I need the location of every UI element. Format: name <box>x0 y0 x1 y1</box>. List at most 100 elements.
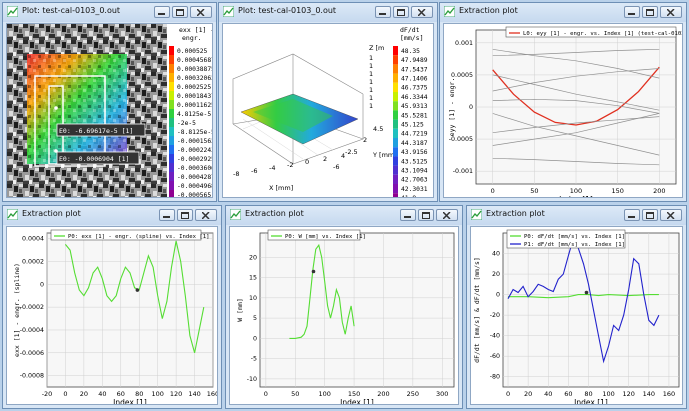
close-button[interactable] <box>195 209 217 221</box>
app-icon <box>230 209 241 220</box>
x-tick-label: 200 <box>377 390 389 398</box>
maximize-button[interactable] <box>393 6 409 18</box>
legend-label: L0: eyy [1] - engr. vs. Index [1] (test-… <box>523 31 683 37</box>
x-tick-label: 4 <box>341 152 345 160</box>
tag-e0-text: E0: -6.69617e-5 [1] <box>59 127 133 135</box>
x-tick-label: 20 <box>524 390 532 398</box>
app-icon <box>471 209 482 220</box>
x-tick-label: -2 <box>287 161 293 169</box>
maximize-button[interactable] <box>642 209 658 221</box>
colorbar-label: 41.9 <box>401 195 416 198</box>
plot-window-3d[interactable]: Plot: test-cal-0103_0.out <box>218 2 438 202</box>
series-line <box>492 68 660 92</box>
window-title: Extraction plot <box>22 209 81 218</box>
colorbar-label: 47.5437 <box>401 66 428 73</box>
title-bar[interactable]: Extraction plot <box>226 206 462 225</box>
x-tick-label: 0 <box>305 158 309 166</box>
minimize-button[interactable] <box>624 209 640 221</box>
legend-box <box>50 229 202 241</box>
y-tick-label: -80 <box>490 374 500 381</box>
x-tick-label: -20 <box>42 390 53 398</box>
plot-window-exx[interactable]: Plot: test-cal-0103_0.out <box>2 2 217 202</box>
legend-label: P0: dF/dt [mm/s] vs. Index [1] <box>524 234 625 240</box>
x-tick-label: 300 <box>436 390 448 398</box>
series-line <box>492 48 660 79</box>
colorbar-swatch <box>393 101 398 111</box>
tag-e1 <box>56 151 140 165</box>
colorbar-swatch <box>169 109 174 118</box>
colorbar: 0.000525 0.000456875 0.00038875 0.000320625… <box>169 46 213 197</box>
title-bar[interactable]: Extraction plot <box>440 3 686 22</box>
colorbar-label: 47.1406 <box>401 76 428 83</box>
close-button[interactable] <box>660 6 682 18</box>
y-axis-label: exx [1] - engr. (spline) <box>13 263 21 357</box>
colorbar-label: 47.9489 <box>401 57 428 64</box>
colorbar-label: 0.00038875 <box>177 66 213 73</box>
data-marker <box>311 269 316 274</box>
minimize-button[interactable] <box>159 209 175 221</box>
title-bar[interactable]: Extraction plot <box>467 206 686 225</box>
colorbar-subtitle: [mm/s] <box>400 34 423 42</box>
series-line <box>289 243 355 339</box>
close-button[interactable] <box>660 209 682 221</box>
close-button[interactable] <box>190 6 212 18</box>
x-tick-label: 0 <box>506 390 510 398</box>
maximize-button[interactable] <box>177 209 193 221</box>
plot-area[interactable]: E0: -6.69617e-5 [1] E0: -0.0006904 [1] e… <box>6 23 213 198</box>
maximize-button[interactable] <box>642 6 658 18</box>
colorbar-label: -0.0002925 <box>177 156 213 163</box>
title-bar[interactable]: Extraction plot <box>3 206 221 225</box>
legend-label: P0: exx [1] - engr. (spline) vs. Index [… <box>68 234 209 240</box>
chart-area[interactable]: 0 50 100 150 200 0.001 0.0005 0 -0.0005 -0.001 L0:… <box>443 23 683 198</box>
colorbar-swatch <box>169 91 174 100</box>
app-icon <box>7 209 18 220</box>
chart-area[interactable]: 0 20 40 60 80 100 120 140 160 40 20 0 -20 -40 -60 -80 P0… <box>470 226 683 405</box>
extraction-window-w[interactable]: Extraction plot 0 50 100 150 200 250 300 20 15 10… <box>225 205 463 409</box>
x-tick-label: 40 <box>98 390 106 398</box>
colorbar-label: 48.35 <box>401 48 420 55</box>
x-tick-label: 140 <box>188 390 200 398</box>
y-tick-label: -60 <box>490 353 500 360</box>
chart-area[interactable]: 0 50 100 150 200 250 300 20 15 10 5 0 -5 -10 P0: W [mm… <box>229 226 459 405</box>
colorbar-label: 42.3031 <box>401 186 428 193</box>
colorbar-swatch <box>393 156 398 166</box>
x-ticks: -8 -6 -4 -2 0 2 4 <box>233 152 345 178</box>
minimize-button[interactable] <box>154 6 170 18</box>
legend-label: P0: W [mm] vs. Index [1] <box>285 234 366 240</box>
close-button[interactable] <box>436 209 458 221</box>
colorbar-label: 44.7219 <box>401 131 428 138</box>
legend-label: P1: dF/dt [mm/s] vs. Index [1] <box>524 242 625 248</box>
x-tick-label: 60 <box>564 390 572 398</box>
minimize-button[interactable] <box>400 209 416 221</box>
title-bar[interactable]: Plot: test-cal-0103_0.out <box>219 3 437 22</box>
colorbar-swatch <box>169 55 174 64</box>
chart-area[interactable]: -20 0 20 40 60 80 100 120 140 160 0.0004 0.0002 0 -0.… <box>6 226 218 405</box>
minimize-button[interactable] <box>375 6 391 18</box>
minimize-button[interactable] <box>624 6 640 18</box>
extraction-window-dfdt[interactable]: Extraction plot 0 20 40 60 80 100 120 140 160 40 2… <box>466 205 687 409</box>
colorbar-swatch <box>169 172 174 181</box>
maximize-button[interactable] <box>418 209 434 221</box>
window-title: Plot: test-cal-0103_0.out <box>238 6 337 15</box>
x-tick-label: -6 <box>251 167 257 175</box>
x-tick-label: 50 <box>291 390 299 398</box>
extraction-window-eyy[interactable]: Extraction plot 0 50 100 150 200 0.001 0.0005 0… <box>439 2 687 202</box>
series-line <box>492 157 660 166</box>
maximize-button[interactable] <box>172 6 188 18</box>
tag-e0 <box>56 123 146 137</box>
y-axis-label: Y [mm] <box>372 151 397 159</box>
extraction-window-exx[interactable]: Extraction plot -20 0 20 40 60 80 100 120 140 160… <box>2 205 222 409</box>
title-bar[interactable]: Plot: test-cal-0103_0.out <box>3 3 216 22</box>
close-button[interactable] <box>411 6 433 18</box>
colorbar-label: 46.7375 <box>401 85 428 92</box>
window-title: Extraction plot <box>486 209 545 218</box>
colorbar-swatch <box>169 136 174 145</box>
colorbar-swatch <box>393 165 398 175</box>
x-tick-label: 20 <box>80 390 88 398</box>
y-tick-label: -0.0004 <box>20 327 44 334</box>
x-tick-label: 120 <box>170 390 182 398</box>
window-title: Extraction plot <box>245 209 304 218</box>
colorbar-label: 46.3344 <box>401 94 428 101</box>
